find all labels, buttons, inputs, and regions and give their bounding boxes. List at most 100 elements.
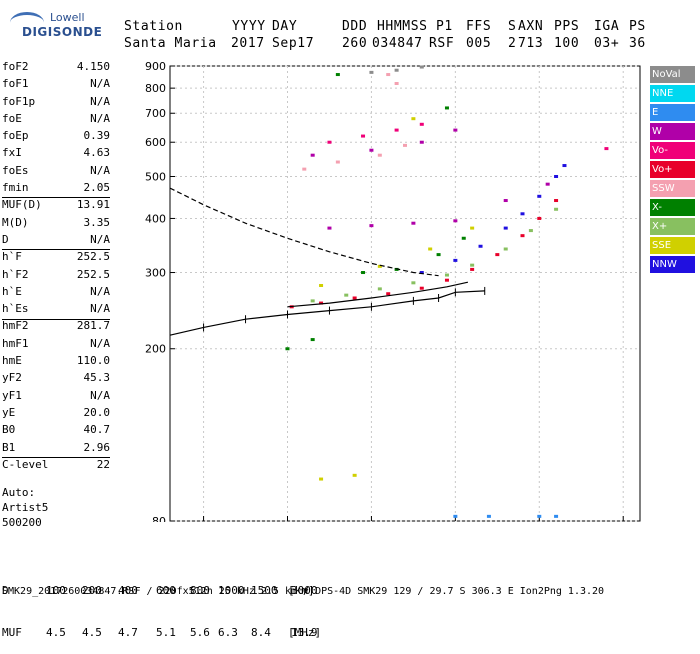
auto-program: Artist5	[2, 501, 49, 514]
row-unit: [km]	[288, 584, 315, 597]
header-label: PPS	[554, 19, 580, 34]
legend-item: X-	[650, 199, 695, 216]
header-value: 713	[518, 36, 544, 51]
echo-point	[377, 153, 382, 157]
param-value: N/A	[90, 284, 110, 298]
legend-item: NNW	[650, 256, 695, 273]
param-row: yF2 45.3	[2, 369, 110, 386]
param-label: foEp	[2, 129, 29, 143]
distance-row: D 100 200 400 600 800 1000 1500 3000 [km]	[2, 584, 318, 598]
echo-point	[537, 514, 542, 518]
row-value: 4.5	[46, 626, 66, 639]
header-value: 100	[554, 36, 580, 51]
param-value: 40.7	[83, 423, 111, 437]
row-unit: [MHz]	[288, 626, 322, 639]
param-row: MUF(D) 13.91	[2, 196, 110, 213]
echo-point	[377, 287, 382, 291]
param-row: C-level 22	[2, 456, 110, 473]
echo-point	[428, 247, 433, 251]
echo-point	[394, 68, 399, 72]
row-label: MUF	[2, 626, 22, 639]
echo-point	[386, 73, 391, 77]
logo-line2: DIGISONDE	[22, 25, 103, 39]
echo-point	[537, 194, 542, 198]
param-label: foEs	[2, 163, 29, 177]
param-value: 4.150	[76, 60, 110, 73]
y-tick-label: 600	[145, 136, 166, 149]
echo-point	[528, 229, 533, 233]
row-value: 3000	[291, 584, 318, 597]
param-value: 2.05	[83, 181, 111, 195]
param-row: yF1 N/A	[2, 387, 110, 404]
param-value: 0.39	[83, 129, 111, 143]
digisonde-logo: Lowell DIGISONDE	[8, 8, 118, 48]
param-separator	[2, 197, 110, 199]
param-row: foF2 4.150	[2, 58, 110, 75]
row-value: 8.4	[251, 626, 271, 639]
param-value: 13.91	[76, 198, 110, 212]
header-label: P1	[436, 19, 453, 34]
echo-point	[470, 267, 475, 271]
param-value: 252.5	[76, 267, 110, 281]
echo-point	[503, 226, 508, 230]
echo-point	[344, 293, 349, 297]
param-value: 110.0	[76, 354, 110, 368]
echo-point	[411, 117, 416, 121]
auto-label: Auto:	[2, 486, 36, 499]
echo-point	[470, 263, 475, 267]
header-label: Station	[124, 19, 183, 34]
row-value: 5.6	[190, 626, 210, 639]
echo-point	[470, 226, 475, 230]
param-row: fxI 4.63	[2, 144, 110, 161]
param-label: M(D)	[2, 215, 29, 229]
header-value: 2	[508, 36, 517, 51]
echo-point	[319, 301, 324, 305]
param-label: D	[2, 232, 9, 246]
row-value: 400	[118, 584, 138, 597]
virtual-height-profile-curve	[169, 187, 439, 277]
ionogram-chart: 12345680200300400500600700800900	[145, 62, 641, 522]
echo-point	[554, 514, 559, 518]
param-row: h`Es N/A	[2, 300, 110, 317]
param-label: fmin	[2, 181, 29, 195]
echo-point	[335, 73, 340, 77]
trace-fit-upper-curve	[287, 281, 469, 308]
echo-point	[503, 199, 508, 203]
y-tick-label: 300	[145, 267, 166, 280]
echo-point	[478, 244, 483, 248]
echo-point	[319, 477, 324, 481]
param-value: N/A	[90, 77, 110, 91]
echo-point	[352, 473, 357, 477]
param-label: h`F	[2, 250, 22, 264]
echo-point	[453, 219, 458, 223]
param-separator	[2, 456, 110, 458]
param-label: B1	[2, 440, 16, 454]
row-value: 800	[190, 584, 210, 597]
row-value: 1000	[218, 584, 245, 597]
distance-muf-table: D 100 200 400 600 800 1000 1500 3000 [km] MUF 4.5 4…	[2, 556, 321, 654]
echo-point	[386, 292, 391, 296]
echo-point	[444, 106, 449, 110]
legend-item: SSE	[650, 237, 695, 254]
echo-point	[486, 514, 491, 518]
echo-point	[369, 70, 374, 74]
echo-point	[361, 271, 366, 275]
echo-point	[503, 247, 508, 251]
header-value: 36	[629, 36, 646, 51]
param-row: foF1 N/A	[2, 75, 110, 92]
param-value: N/A	[90, 232, 110, 246]
legend-item: NNE	[650, 85, 695, 102]
param-label: hmF1	[2, 336, 29, 350]
echo-point	[444, 273, 449, 277]
header-value: 034847	[372, 36, 423, 51]
echo-point	[327, 140, 332, 144]
echo-point	[453, 128, 458, 132]
echo-point	[537, 216, 542, 220]
echo-point	[361, 134, 366, 138]
echo-point	[604, 147, 609, 151]
param-label: B0	[2, 423, 16, 437]
header-value: 2017	[231, 36, 265, 51]
param-row: foF1p N/A	[2, 93, 110, 110]
echo-point	[419, 140, 424, 144]
row-value: 4.7	[118, 626, 138, 639]
